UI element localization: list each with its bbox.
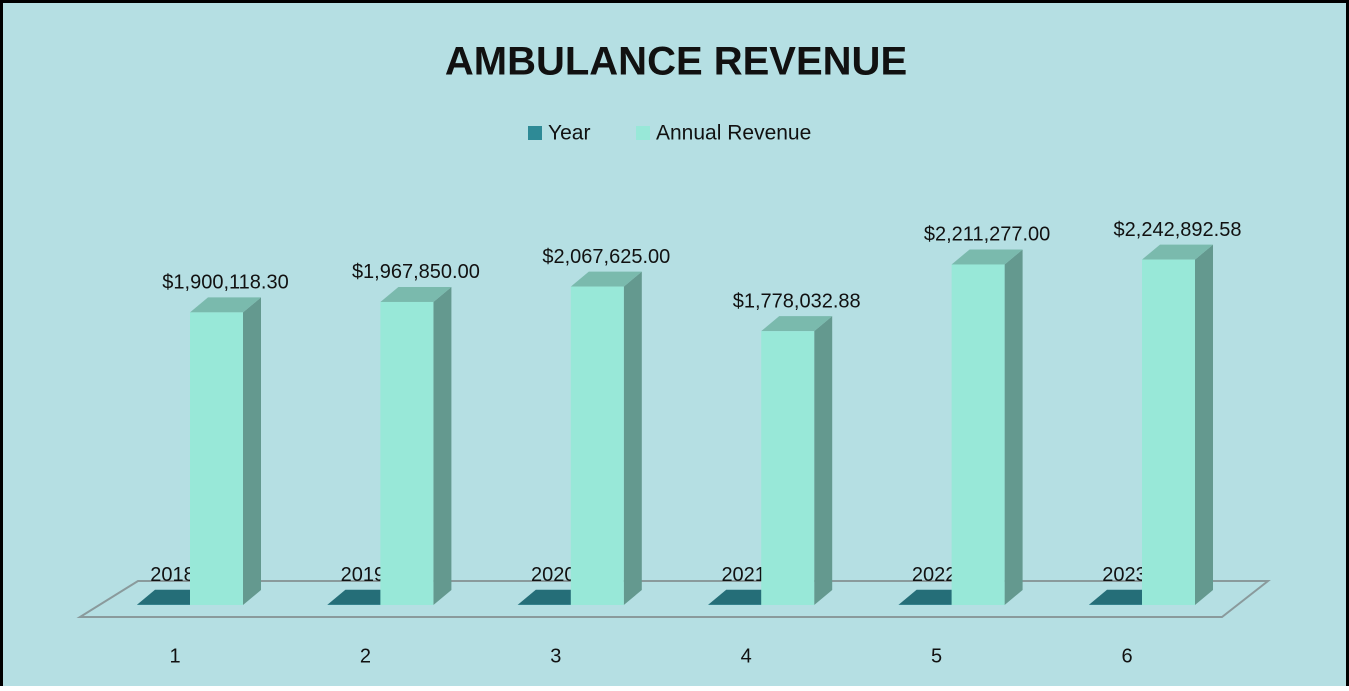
legend-swatch (528, 126, 542, 140)
legend-label: Year (548, 122, 590, 145)
data-label: $2,067,625.00 (542, 246, 670, 268)
data-label: $2,211,277.00 (924, 224, 1050, 246)
data-label: 2023 (1102, 564, 1147, 586)
x-tick-label: 5 (931, 645, 942, 667)
x-tick-label: 6 (1121, 645, 1132, 667)
bar-side (624, 272, 642, 605)
bar-side (1195, 245, 1213, 605)
bar-front (761, 331, 814, 605)
bar-front (571, 287, 624, 605)
bar-front (380, 302, 433, 605)
data-label: 2021 (721, 564, 766, 586)
x-tick-label: 3 (550, 645, 561, 667)
bar-side (1005, 249, 1023, 605)
bar (952, 249, 1023, 605)
bar (761, 316, 832, 605)
bar-side (243, 297, 261, 605)
data-label: $1,967,850.00 (352, 261, 480, 283)
bar-side (814, 316, 832, 605)
legend: Year Annual Revenue (528, 122, 811, 145)
data-label: 2020 (531, 564, 576, 586)
data-label: $1,778,032.88 (733, 290, 861, 312)
data-label: 2019 (341, 564, 386, 586)
bar-side (433, 287, 451, 605)
bar-front (952, 264, 1005, 605)
data-label: 2018 (150, 564, 195, 586)
legend-swatch (636, 126, 650, 140)
bar (571, 272, 642, 605)
legend-label: Annual Revenue (656, 122, 811, 145)
x-tick-label: 4 (741, 645, 752, 667)
data-label: $2,242,892.58 (1114, 219, 1242, 241)
bar (380, 287, 451, 605)
bar-front (190, 312, 243, 605)
chart-title: AMBULANCE REVENUE (445, 40, 907, 84)
bar-front (1142, 260, 1195, 605)
data-label: $1,900,118.30 (162, 272, 288, 294)
bar (1142, 245, 1213, 605)
x-tick-label: 2 (360, 645, 371, 667)
x-tick-label: 1 (169, 645, 180, 667)
data-label: 2022 (912, 564, 957, 586)
bar (190, 297, 261, 605)
